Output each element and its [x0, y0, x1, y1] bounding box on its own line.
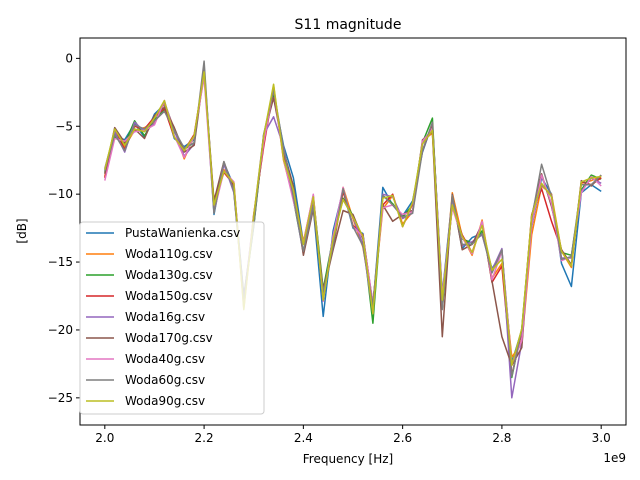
- legend-label-9: Woda90g.csv: [125, 394, 205, 408]
- chart-title: S11 magnitude: [295, 17, 402, 33]
- y-tick-label: −20: [48, 323, 73, 337]
- x-tick-label: 2.6: [393, 431, 412, 445]
- x-tick-label: 2.8: [492, 431, 511, 445]
- x-tick-label: 2.2: [195, 431, 214, 445]
- legend: PustaWanienka.csv Woda110g.csv Woda130g.cs…: [79, 221, 265, 415]
- y-axis-label: [dB]: [15, 218, 29, 243]
- y-tick-label: −15: [48, 255, 73, 269]
- legend-label-8: Woda60g.csv: [125, 373, 205, 387]
- legend-label-3: Woda130g.csv: [125, 268, 213, 282]
- legend-label-4: Woda150g.csv: [125, 289, 213, 303]
- x-tick-label: 2.4: [294, 431, 313, 445]
- series-lines: [104, 60, 602, 399]
- x-axis-ticks: 2.0 2.2 2.4 2.6 2.8 3.0: [95, 425, 611, 445]
- y-tick-label: −5: [55, 119, 73, 133]
- legend-label-6: Woda170g.csv: [125, 331, 213, 345]
- legend-label-5: Woda16g.csv: [125, 310, 205, 324]
- x-axis-offset-label: 1e9: [603, 451, 626, 465]
- x-tick-label: 3.0: [592, 431, 611, 445]
- y-tick-label: 0: [65, 51, 73, 65]
- x-axis-label: Frequency [Hz]: [303, 452, 394, 466]
- legend-label-1: PustaWanienka.csv: [125, 226, 240, 240]
- y-tick-label: −25: [48, 391, 73, 405]
- series-line-9: [104, 71, 602, 367]
- x-tick-label: 2.0: [95, 431, 114, 445]
- legend-label-7: Woda40g.csv: [125, 352, 205, 366]
- legend-box: [79, 221, 265, 415]
- y-tick-label: −10: [48, 187, 73, 201]
- y-axis-ticks: 0 −5 −10 −15 −20 −25: [48, 51, 80, 405]
- legend-label-2: Woda110g.csv: [125, 247, 213, 261]
